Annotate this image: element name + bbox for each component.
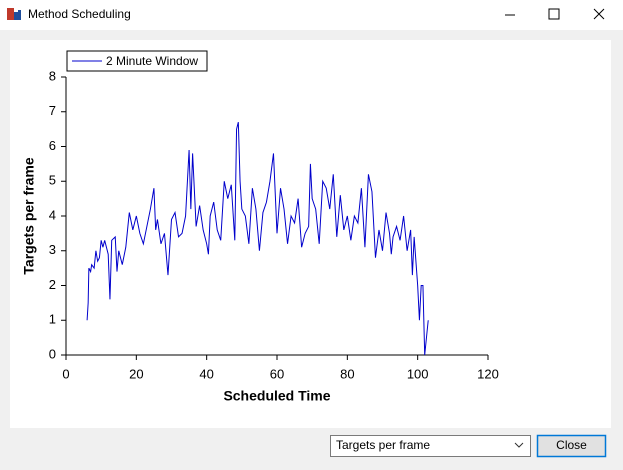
x-tick-label: 20 [129,366,143,381]
app-icon [7,8,21,20]
title-bar [0,0,623,30]
close-button[interactable] [536,434,607,458]
y-tick-label: 2 [49,277,56,292]
legend-entry: 2 Minute Window [106,54,198,68]
window-title: Method Scheduling [28,7,131,21]
y-tick-label: 4 [49,207,56,222]
x-tick-label: 80 [340,366,354,381]
dropdown-value: Targets per frame [336,438,430,452]
close-button-label: Close [556,438,587,452]
dropdown[interactable] [330,435,531,457]
x-axis-label: Scheduled Time [223,388,330,404]
y-tick-label: 0 [49,346,56,361]
chart-panel [10,40,611,428]
y-tick-label: 3 [49,242,56,257]
y-axis-label: Targets per frame [21,157,37,274]
x-tick-label: 0 [62,366,69,381]
data-line [86,122,429,356]
maximize-button[interactable] [548,8,560,20]
x-tick-label: 60 [270,366,284,381]
y-tick-label: 7 [49,103,56,118]
dropdown-arrow [514,442,524,448]
y-tick-label: 8 [49,68,56,83]
y-tick-label: 1 [49,312,56,327]
y-tick-label: 5 [49,173,56,188]
close-window-button[interactable] [593,8,605,20]
legend [66,50,208,72]
x-tick-label: 40 [199,366,213,381]
x-tick-label: 100 [407,366,429,381]
x-tick-label: 120 [477,366,499,381]
y-tick-label: 6 [49,138,56,153]
